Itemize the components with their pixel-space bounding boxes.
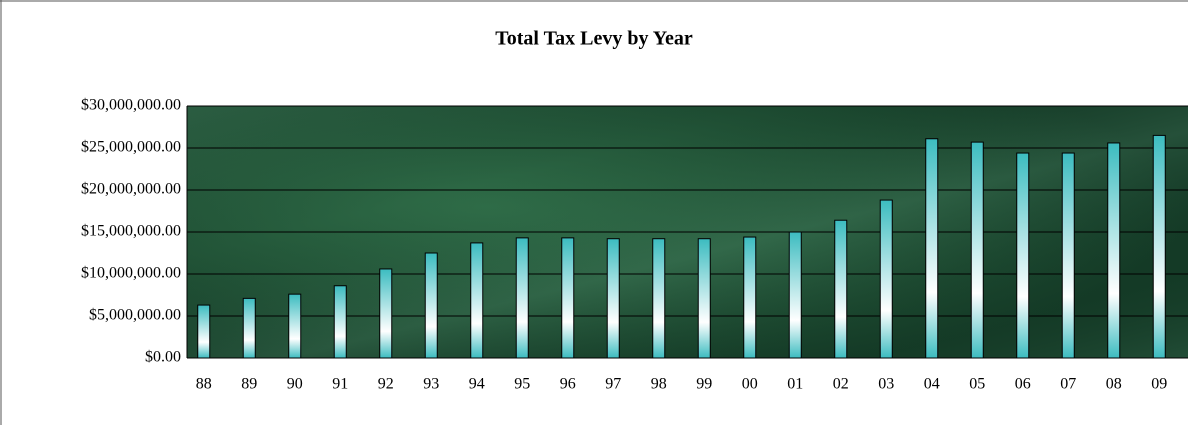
x-tick-label: 03 [878,376,894,393]
x-tick-label: 06 [1015,376,1031,393]
bar [1061,152,1075,359]
x-tick-label: 08 [1106,376,1122,393]
y-tick-label: $20,000,000.00 [81,181,181,198]
bar [242,297,256,359]
x-tick-label: 98 [651,376,667,393]
bar [743,236,757,359]
bar [834,219,848,359]
x-tick-label: 02 [833,376,849,393]
bar [197,304,211,359]
y-tick-label: $15,000,000.00 [81,223,181,240]
y-tick-label: $10,000,000.00 [81,265,181,282]
x-tick-label: 90 [287,376,303,393]
x-tick-label: 91 [332,376,348,393]
y-tick-label: $30,000,000.00 [81,97,181,114]
x-tick-label: 88 [196,376,212,393]
bar [379,268,393,359]
bar [561,237,575,359]
x-tick-label: 92 [378,376,394,393]
x-tick-label: 04 [924,376,940,393]
bar [333,285,347,359]
bar [288,293,302,359]
bar [697,238,711,359]
x-tick-label: 00 [742,376,758,393]
bar [1107,142,1121,359]
bar [970,141,984,359]
x-tick-label: 93 [423,376,439,393]
y-tick-label: $0.00 [145,349,181,366]
x-tick-label: 94 [469,376,485,393]
x-tick-label: 07 [1060,376,1076,393]
bar [788,231,802,359]
x-tick-label: 09 [1151,376,1167,393]
x-tick-label: 89 [241,376,257,393]
bar [879,199,893,359]
x-tick-label: 97 [605,376,621,393]
bar [470,242,484,359]
bar [1016,152,1030,359]
bar [606,238,620,359]
bar [424,252,438,359]
y-tick-label: $25,000,000.00 [81,139,181,156]
chart-title: Total Tax Levy by Year [495,28,693,50]
bar [925,138,939,359]
x-tick-label: 05 [969,376,985,393]
x-tick-label: 01 [787,376,803,393]
x-tick-label: 95 [514,376,530,393]
bar [652,238,666,359]
y-tick-label: $5,000,000.00 [89,307,181,324]
x-tick-label: 99 [696,376,712,393]
bar [1152,134,1166,359]
x-tick-label: 96 [560,376,576,393]
bar [515,237,529,359]
